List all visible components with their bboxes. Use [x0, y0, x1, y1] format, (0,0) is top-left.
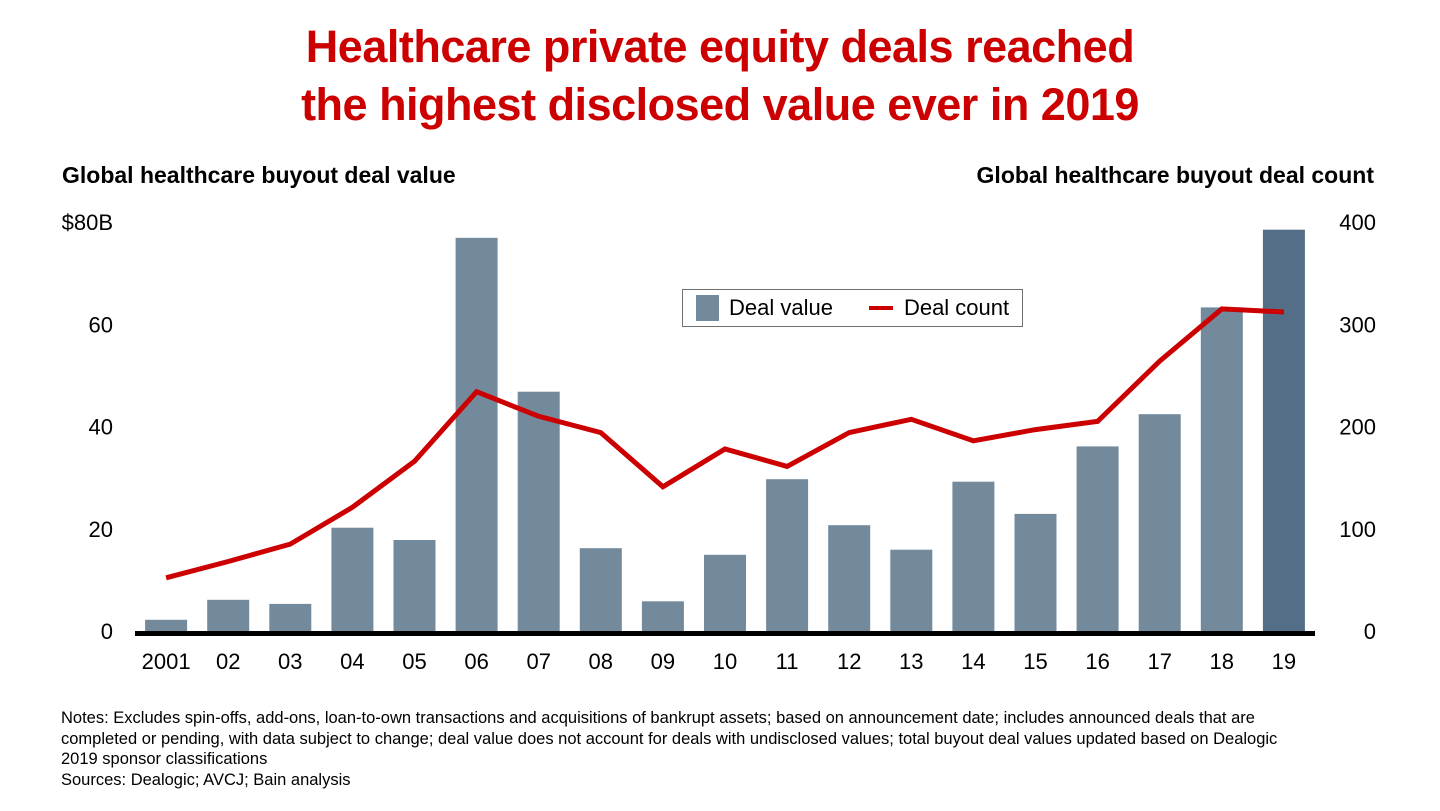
x-tick-label: 05: [402, 649, 426, 674]
left-axis-title: Global healthcare buyout deal value: [62, 162, 456, 188]
bar-15: [1014, 513, 1057, 631]
bar-18: [1200, 307, 1243, 631]
x-tick-label: 12: [837, 649, 861, 674]
legend-swatch-deal-count: [868, 306, 893, 310]
left-tick-label: 20: [89, 517, 113, 542]
x-tick-label: 04: [340, 649, 364, 674]
x-tick-label: 16: [1085, 649, 1109, 674]
bar-06: [455, 237, 498, 632]
x-tick-label: 17: [1147, 649, 1171, 674]
left-tick-label: 40: [89, 415, 113, 440]
bar-12: [828, 525, 871, 631]
x-tick-label: 11: [776, 649, 799, 674]
notes-line-1: Notes: Excludes spin-offs, add-ons, loan…: [61, 709, 1255, 727]
right-tick-label: 400: [1339, 210, 1376, 235]
bar-13: [890, 549, 933, 631]
bar-09: [641, 601, 684, 631]
legend-swatch-deal-value: [696, 295, 719, 321]
right-tick-label: 100: [1339, 517, 1376, 542]
right-tick-label: 0: [1364, 619, 1376, 644]
bar-07: [517, 391, 560, 631]
notes-line-3: 2019 sponsor classifications: [61, 750, 268, 768]
x-tick-label: 2001: [142, 649, 191, 674]
bar-02: [207, 599, 250, 631]
chart-title: Healthcare private equity deals reached …: [0, 18, 1440, 134]
right-axis-title: Global healthcare buyout deal count: [976, 162, 1374, 188]
x-tick-label: 10: [713, 649, 737, 674]
sources-line: Sources: Dealogic; AVCJ; Bain analysis: [61, 770, 351, 789]
notes-line-2: completed or pending, with data subject …: [61, 729, 1278, 748]
x-tick-label: 13: [899, 649, 923, 674]
x-tick-label: 06: [464, 649, 488, 674]
x-tick-label: 03: [278, 649, 302, 674]
x-tick-label: 07: [526, 649, 550, 674]
right-tick-label: 200: [1339, 415, 1376, 440]
legend-label-deal-value: Deal value: [729, 295, 833, 320]
bar-19: [1262, 229, 1305, 631]
x-tick-label: 19: [1272, 649, 1296, 674]
bar-14: [952, 481, 995, 631]
bar-11: [766, 479, 809, 631]
bar-17: [1138, 414, 1181, 631]
x-axis-line: [135, 631, 1315, 636]
x-tick-label: 18: [1210, 649, 1234, 674]
footnotes: Notes: Excludes spin-offs, add-ons, loan…: [61, 708, 1401, 790]
line-points-deal-count: [166, 308, 1284, 578]
bar-05: [393, 540, 436, 631]
bar-series-deal-value: [145, 229, 1305, 632]
bar-16: [1076, 446, 1119, 631]
legend: Deal value Deal count: [682, 289, 1023, 327]
x-tick-label: 02: [216, 649, 240, 674]
right-axis-ticks: 0 100 200 300 400: [1339, 210, 1376, 644]
left-axis-ticks: 0 20 40 60 $80B: [62, 210, 113, 644]
x-tick-label: 15: [1023, 649, 1047, 674]
left-tick-label: $80B: [62, 210, 113, 235]
right-tick-label: 300: [1339, 312, 1376, 337]
bar-2001: [145, 619, 188, 631]
left-tick-label: 0: [101, 619, 113, 644]
bar-10: [704, 554, 746, 631]
legend-label-deal-count: Deal count: [903, 295, 1010, 320]
x-tick-label: 14: [961, 649, 985, 674]
bar-08: [579, 548, 622, 631]
chart-title-line-1: Healthcare private equity deals reached: [305, 21, 1135, 72]
bar-04: [331, 527, 374, 631]
x-tick-label: 08: [589, 649, 613, 674]
x-axis-ticks: 2001 02 03 04 05 06 07 08 09 10 11 12 13 14 15 16 17 18 19: [142, 649, 1297, 674]
bar-03: [269, 603, 312, 631]
x-tick-label: 09: [651, 649, 675, 674]
chart-title-line-2: the highest disclosed value ever in 2019: [301, 79, 1139, 130]
left-tick-label: 60: [89, 312, 113, 337]
